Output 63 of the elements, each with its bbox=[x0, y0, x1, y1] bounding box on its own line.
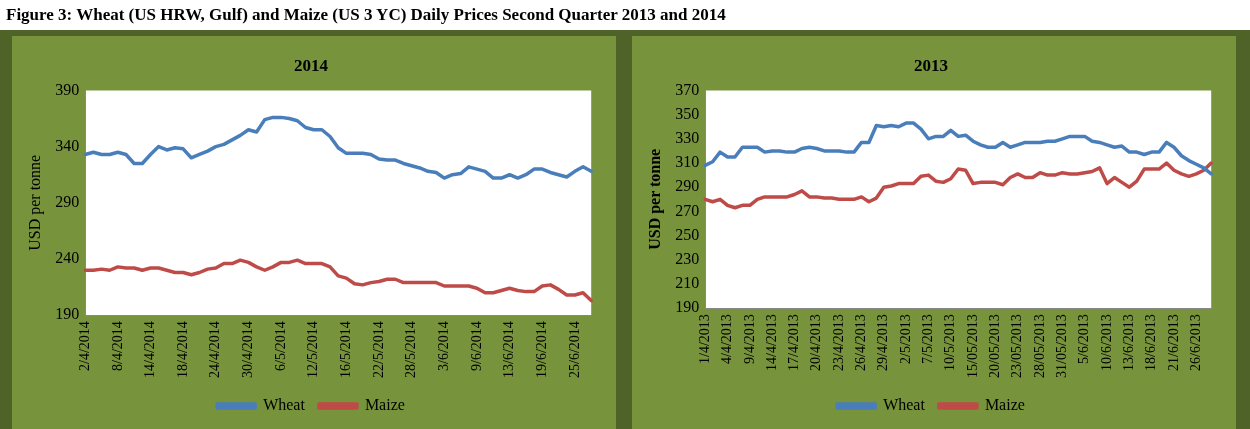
x-tick-label: 31/05/2013 bbox=[1054, 314, 1070, 378]
y-tick-label: 350 bbox=[675, 104, 700, 122]
x-tick-label: 20/05/2013 bbox=[987, 314, 1003, 378]
x-tick-label: 14/4/2014 bbox=[142, 321, 158, 378]
x-tick-label: 13/6/2013 bbox=[1121, 314, 1137, 371]
x-tick-label: 16/5/2014 bbox=[338, 321, 354, 378]
x-tick-label: 9/6/2014 bbox=[468, 321, 484, 371]
x-tick-label: 7/5/2013 bbox=[920, 314, 936, 364]
x-tick-label: 22/5/2014 bbox=[370, 321, 386, 378]
legend-label: Maize bbox=[364, 396, 405, 414]
x-tick-label: 21/6/2013 bbox=[1165, 314, 1181, 371]
y-tick-label: 370 bbox=[675, 80, 700, 98]
x-tick-label: 26/4/2013 bbox=[853, 314, 869, 371]
x-tick-label: 23/05/2013 bbox=[1009, 314, 1025, 378]
x-tick-label: 14/4/2013 bbox=[763, 314, 779, 371]
x-tick-label: 29/4/2013 bbox=[875, 314, 891, 371]
x-tick-label: 2/4/2014 bbox=[76, 321, 92, 371]
y-tick-label: 190 bbox=[55, 305, 80, 323]
caption: Figure 3: Wheat (US HRW, Gulf) and Maize (US 3 YC) Daily Prices Second Quarter 2013 and 2014 bbox=[5, 4, 727, 26]
x-tick-label: 19/6/2014 bbox=[533, 321, 549, 378]
legend-label: Wheat bbox=[883, 396, 926, 414]
x-tick-label: 28/5/2014 bbox=[403, 321, 419, 378]
x-tick-label: 12/5/2014 bbox=[305, 321, 321, 378]
y-tick-label: 250 bbox=[675, 225, 700, 243]
y-tick-label: 340 bbox=[55, 136, 80, 154]
x-tick-label: 6/5/2014 bbox=[272, 321, 288, 371]
y-tick-label: 290 bbox=[675, 177, 700, 195]
x-tick-label: 15/05/2013 bbox=[964, 314, 980, 378]
y-axis-title: USD per tonne bbox=[25, 154, 44, 251]
x-tick-label: 18/6/2013 bbox=[1143, 314, 1159, 371]
x-tick-label: 30/4/2014 bbox=[240, 321, 256, 378]
y-axis-title: USD per tonne bbox=[645, 148, 664, 250]
x-tick-label: 25/6/2014 bbox=[566, 321, 582, 378]
x-tick-label: 4/4/2013 bbox=[719, 314, 735, 364]
x-tick-label: 1/4/2013 bbox=[696, 314, 712, 364]
x-tick-label: 10/5/2013 bbox=[942, 314, 958, 371]
legend-label: Maize bbox=[984, 396, 1025, 414]
x-tick-label: 2/5/2013 bbox=[897, 314, 913, 364]
y-tick-label: 390 bbox=[55, 80, 80, 98]
x-tick-label: 10/6/2013 bbox=[1098, 314, 1114, 371]
y-tick-label: 210 bbox=[675, 274, 700, 292]
x-tick-label: 18/4/2014 bbox=[174, 321, 190, 378]
chart-title: 2014 bbox=[294, 55, 329, 75]
x-tick-label: 28/05/2013 bbox=[1031, 314, 1047, 378]
x-tick-label: 20/4/2013 bbox=[808, 314, 824, 371]
y-tick-label: 230 bbox=[675, 250, 700, 268]
y-tick-label: 330 bbox=[675, 129, 700, 147]
y-tick-label: 240 bbox=[55, 249, 80, 267]
x-tick-label: 13/6/2014 bbox=[501, 321, 517, 378]
x-tick-label: 24/4/2014 bbox=[207, 321, 223, 378]
x-tick-label: 9/4/2013 bbox=[741, 314, 757, 364]
x-tick-label: 23/4/2013 bbox=[830, 314, 846, 371]
chart-title: 2013 bbox=[914, 55, 948, 75]
x-tick-label: 3/6/2014 bbox=[435, 321, 451, 371]
y-tick-label: 270 bbox=[675, 201, 700, 219]
y-tick-label: 310 bbox=[675, 153, 700, 171]
x-tick-label: 5/6/2013 bbox=[1076, 314, 1092, 364]
x-tick-label: 26/6/2013 bbox=[1187, 314, 1203, 371]
y-tick-label: 290 bbox=[55, 193, 80, 211]
y-tick-label: 190 bbox=[675, 298, 700, 316]
legend-label: Wheat bbox=[263, 396, 306, 414]
x-tick-label: 17/4/2013 bbox=[786, 314, 802, 371]
x-tick-label: 8/4/2014 bbox=[109, 321, 125, 371]
